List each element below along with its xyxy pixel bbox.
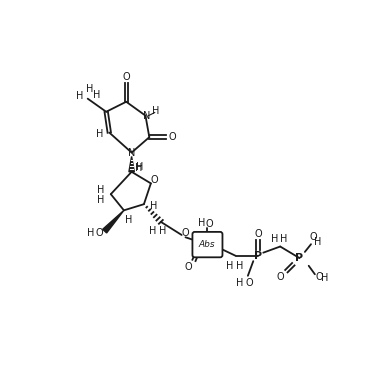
Text: H: H: [97, 195, 105, 205]
Text: O: O: [151, 174, 159, 185]
Text: P: P: [254, 251, 262, 261]
Text: H: H: [271, 234, 279, 244]
Text: H: H: [135, 162, 143, 172]
Text: N: N: [142, 111, 150, 120]
Text: H: H: [237, 278, 244, 288]
Text: H: H: [93, 90, 101, 100]
Text: H: H: [226, 261, 233, 271]
Text: O: O: [169, 132, 176, 142]
Text: O: O: [276, 272, 284, 282]
Text: P: P: [295, 253, 303, 263]
Text: H: H: [87, 229, 95, 239]
Text: H: H: [280, 234, 288, 244]
Text: O: O: [95, 229, 103, 239]
Text: H: H: [96, 129, 103, 139]
Text: O: O: [245, 278, 253, 288]
Text: O: O: [185, 262, 192, 271]
Text: H: H: [150, 201, 157, 212]
Text: O: O: [316, 271, 323, 281]
Polygon shape: [129, 156, 134, 172]
Text: H: H: [314, 237, 322, 247]
Text: H: H: [236, 261, 243, 271]
Text: H: H: [198, 218, 205, 228]
Text: H: H: [125, 215, 132, 225]
Text: H: H: [97, 185, 105, 195]
Text: H: H: [86, 85, 93, 95]
Text: H: H: [76, 91, 84, 102]
Text: H: H: [135, 163, 142, 173]
Text: O: O: [182, 228, 189, 238]
Text: O: O: [206, 219, 213, 229]
Text: H: H: [159, 226, 166, 236]
Text: H: H: [152, 106, 159, 116]
Text: H: H: [149, 226, 157, 236]
Text: O: O: [254, 229, 262, 239]
Text: Abs: Abs: [199, 240, 215, 249]
Text: O: O: [310, 232, 317, 242]
Text: N: N: [128, 148, 135, 158]
Text: H: H: [321, 273, 328, 283]
FancyBboxPatch shape: [193, 232, 222, 257]
Text: O: O: [122, 72, 130, 82]
Polygon shape: [103, 210, 124, 233]
